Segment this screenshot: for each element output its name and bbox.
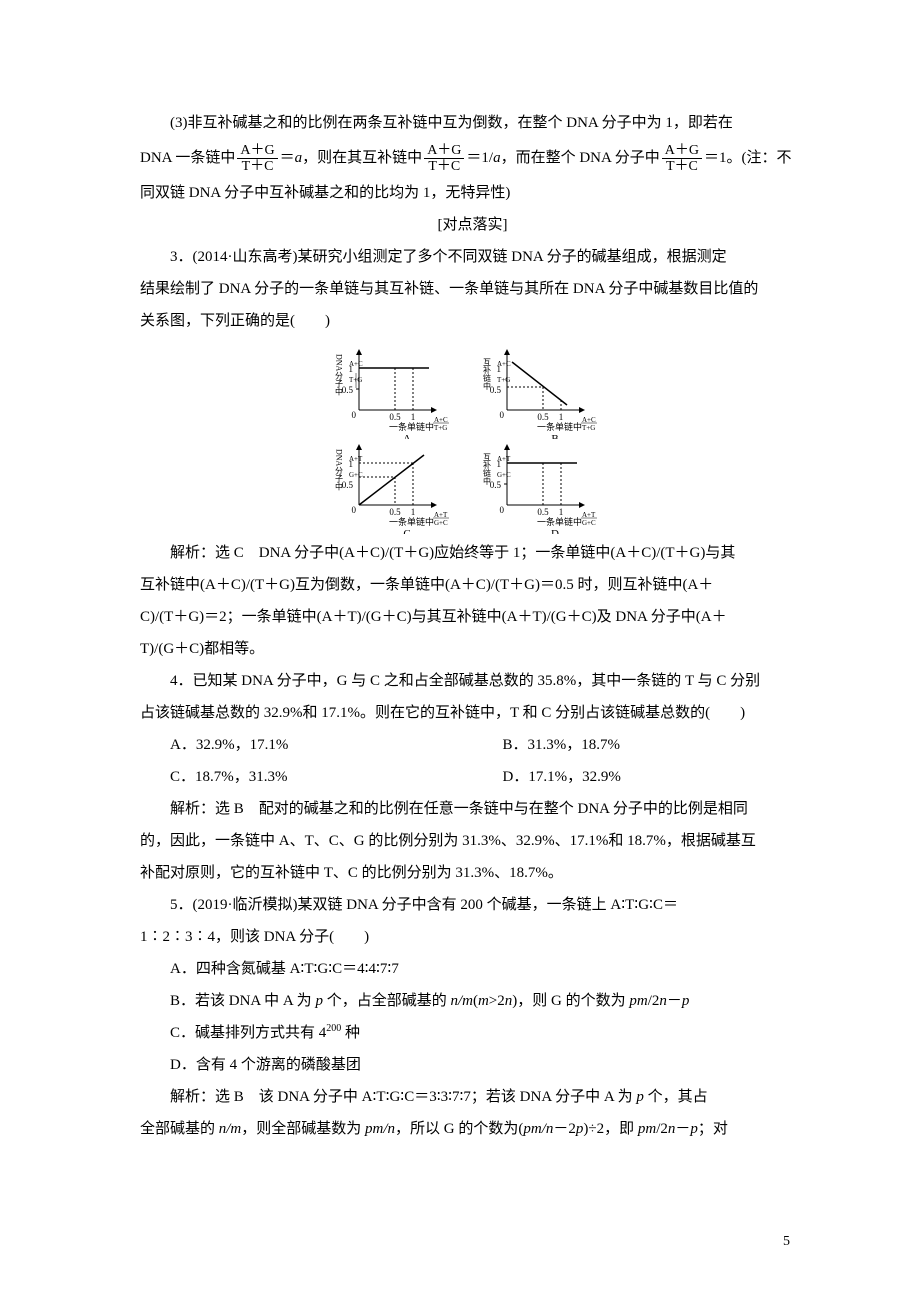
option-d: D．含有 4 个游离的磷酸基团 <box>140 1050 805 1080</box>
svg-text:1: 1 <box>558 412 563 422</box>
chart-panel-b: 1 0.5 0 0.5 1 一条单链中 A+C T+G B 互补链中 A+C T… <box>477 344 617 439</box>
chart-figure: 1 0.5 0 0.5 1 一条单链中 A+C T+G A DNA分子中 A+C <box>140 344 805 534</box>
section-header: [对点落实] <box>140 210 805 240</box>
svg-text:0: 0 <box>351 505 356 515</box>
svg-text:1: 1 <box>410 412 415 422</box>
svg-text:一条单链中: 一条单链中 <box>389 516 434 527</box>
svg-text:0.5: 0.5 <box>489 385 501 395</box>
svg-text:1: 1 <box>410 507 415 517</box>
svg-text:G+C: G+C <box>434 519 448 527</box>
question-text: 4．已知某 DNA 分子中，G 与 C 之和占全部碱基总数的 35.8%，其中一… <box>140 666 805 696</box>
svg-text:D: D <box>551 528 559 534</box>
svg-text:0.5: 0.5 <box>389 507 401 517</box>
chart-panel-a: 1 0.5 0 0.5 1 一条单链中 A+C T+G A DNA分子中 A+C <box>329 344 469 439</box>
svg-text:A+C: A+C <box>349 360 363 368</box>
option-b: B．31.3%，18.7% <box>473 730 806 760</box>
explanation-text: 互补链中(A＋C)/(T＋G)互为倒数，一条单链中(A＋C)/(T＋G)＝0.5… <box>140 570 805 600</box>
svg-text:0.5: 0.5 <box>389 412 401 422</box>
question-text: 3．(2014·山东高考)某研究小组测定了多个不同双链 DNA 分子的碱基组成，… <box>140 242 805 272</box>
svg-text:A+C: A+C <box>497 360 511 368</box>
explanation-text: 解析：选 B 该 DNA 分子中 A∶T∶G∶C＝3∶3∶7∶7；若该 DNA … <box>140 1082 805 1112</box>
svg-text:T+G: T+G <box>497 376 510 384</box>
body-text: (3)非互补碱基之和的比例在两条互补链中互为倒数，在整个 DNA 分子中为 1，… <box>140 108 805 138</box>
body-text-with-frac: DNA 一条链中A＋GT＋C＝a，则在其互补链中A＋GT＋C＝1/a，而在整个 … <box>140 140 805 176</box>
explanation-text: 全部碱基的 n/m，则全部碱基数为 pm/n，所以 G 的个数为(pm/n－2p… <box>140 1114 805 1144</box>
svg-text:0.5: 0.5 <box>341 480 353 490</box>
body-text: 同双链 DNA 分子中互补碱基之和的比均为 1，无特异性) <box>140 178 805 208</box>
svg-text:DNA分子中: DNA分子中 <box>334 449 343 491</box>
chart-panel-c: 1 0.5 0 0.5 1 一条单链中 A+T G+C C DNA分子中 A+T… <box>329 439 469 534</box>
explanation-text: 解析：选 C DNA 分子中(A＋C)/(T＋G)应始终等于 1；一条单链中(A… <box>140 538 805 568</box>
svg-text:1: 1 <box>558 507 563 517</box>
svg-text:0: 0 <box>351 410 356 420</box>
svg-text:0: 0 <box>499 410 504 420</box>
option-row: C．18.7%，31.3% D．17.1%，32.9% <box>140 762 805 792</box>
svg-text:一条单链中: 一条单链中 <box>537 516 582 527</box>
document-page: (3)非互补碱基之和的比例在两条互补链中互为倒数，在整个 DNA 分子中为 1，… <box>0 0 920 1206</box>
explanation-text: 的，因此，一条链中 A、T、C、G 的比例分别为 31.3%、32.9%、17.… <box>140 826 805 856</box>
svg-text:G+C: G+C <box>497 471 511 479</box>
option-b: B．若该 DNA 中 A 为 p 个，占全部碱基的 n/m(m>2n)，则 G … <box>140 986 805 1016</box>
svg-text:一条单链中: 一条单链中 <box>389 421 434 432</box>
fraction: A＋GT＋C <box>662 143 702 175</box>
page-number: 5 <box>783 1234 790 1250</box>
option-d: D．17.1%，32.9% <box>473 762 806 792</box>
option-a: A．32.9%，17.1% <box>140 730 473 760</box>
svg-text:T+G: T+G <box>434 424 447 432</box>
svg-text:0.5: 0.5 <box>537 507 549 517</box>
explanation-text: 补配对原则，它的互补链中 T、C 的比例分别为 31.3%、18.7%。 <box>140 858 805 888</box>
svg-text:0.5: 0.5 <box>537 412 549 422</box>
fraction: A＋GT＋C <box>237 143 277 175</box>
question-text: 结果绘制了 DNA 分子的一条单链与其互补链、一条单链与其所在 DNA 分子中碱… <box>140 274 805 304</box>
svg-text:A+T: A+T <box>497 455 511 463</box>
svg-text:一条单链中: 一条单链中 <box>537 421 582 432</box>
svg-text:0: 0 <box>499 505 504 515</box>
svg-text:A+T: A+T <box>349 455 363 463</box>
option-c: C．18.7%，31.3% <box>140 762 473 792</box>
question-text: 关系图，下列正确的是( ) <box>140 306 805 336</box>
chart-panel-d: 1 0.5 0 0.5 1 一条单链中 A+T G+C D 互补链中 A+T <box>477 439 617 534</box>
option-row: A．32.9%，17.1% B．31.3%，18.7% <box>140 730 805 760</box>
svg-text:C: C <box>403 528 410 534</box>
explanation-text: C)/(T＋G)＝2；一条单链中(A＋T)/(G＋C)与其互补链中(A＋T)/(… <box>140 602 805 632</box>
option-c: C．碱基排列方式共有 4200 种 <box>140 1018 805 1048</box>
fraction: A＋GT＋C <box>424 143 464 175</box>
question-text: 5．(2019·临沂模拟)某双链 DNA 分子中含有 200 个碱基，一条链上 … <box>140 890 805 920</box>
option-a: A．四种含氮碱基 A∶T∶G∶C＝4∶4∶7∶7 <box>140 954 805 984</box>
question-text: 1∶2∶3∶4，则该 DNA 分子( ) <box>140 922 805 952</box>
svg-text:T+G: T+G <box>349 376 362 384</box>
explanation-text: 解析：选 B 配对的碱基之和的比例在任意一条链中与在整个 DNA 分子中的比例是… <box>140 794 805 824</box>
svg-text:互补链中: 互补链中 <box>482 453 491 486</box>
svg-text:G+C: G+C <box>349 471 363 479</box>
svg-text:0.5: 0.5 <box>489 480 501 490</box>
svg-text:T+G: T+G <box>582 424 595 432</box>
explanation-text: T)/(G＋C)都相等。 <box>140 634 805 664</box>
svg-text:0.5: 0.5 <box>341 385 353 395</box>
svg-text:互补链中: 互补链中 <box>482 358 491 391</box>
svg-text:DNA分子中: DNA分子中 <box>334 354 343 396</box>
svg-text:G+C: G+C <box>582 519 596 527</box>
question-text: 占该链碱基总数的 32.9%和 17.1%。则在它的互补链中，T 和 C 分别占… <box>140 698 805 728</box>
